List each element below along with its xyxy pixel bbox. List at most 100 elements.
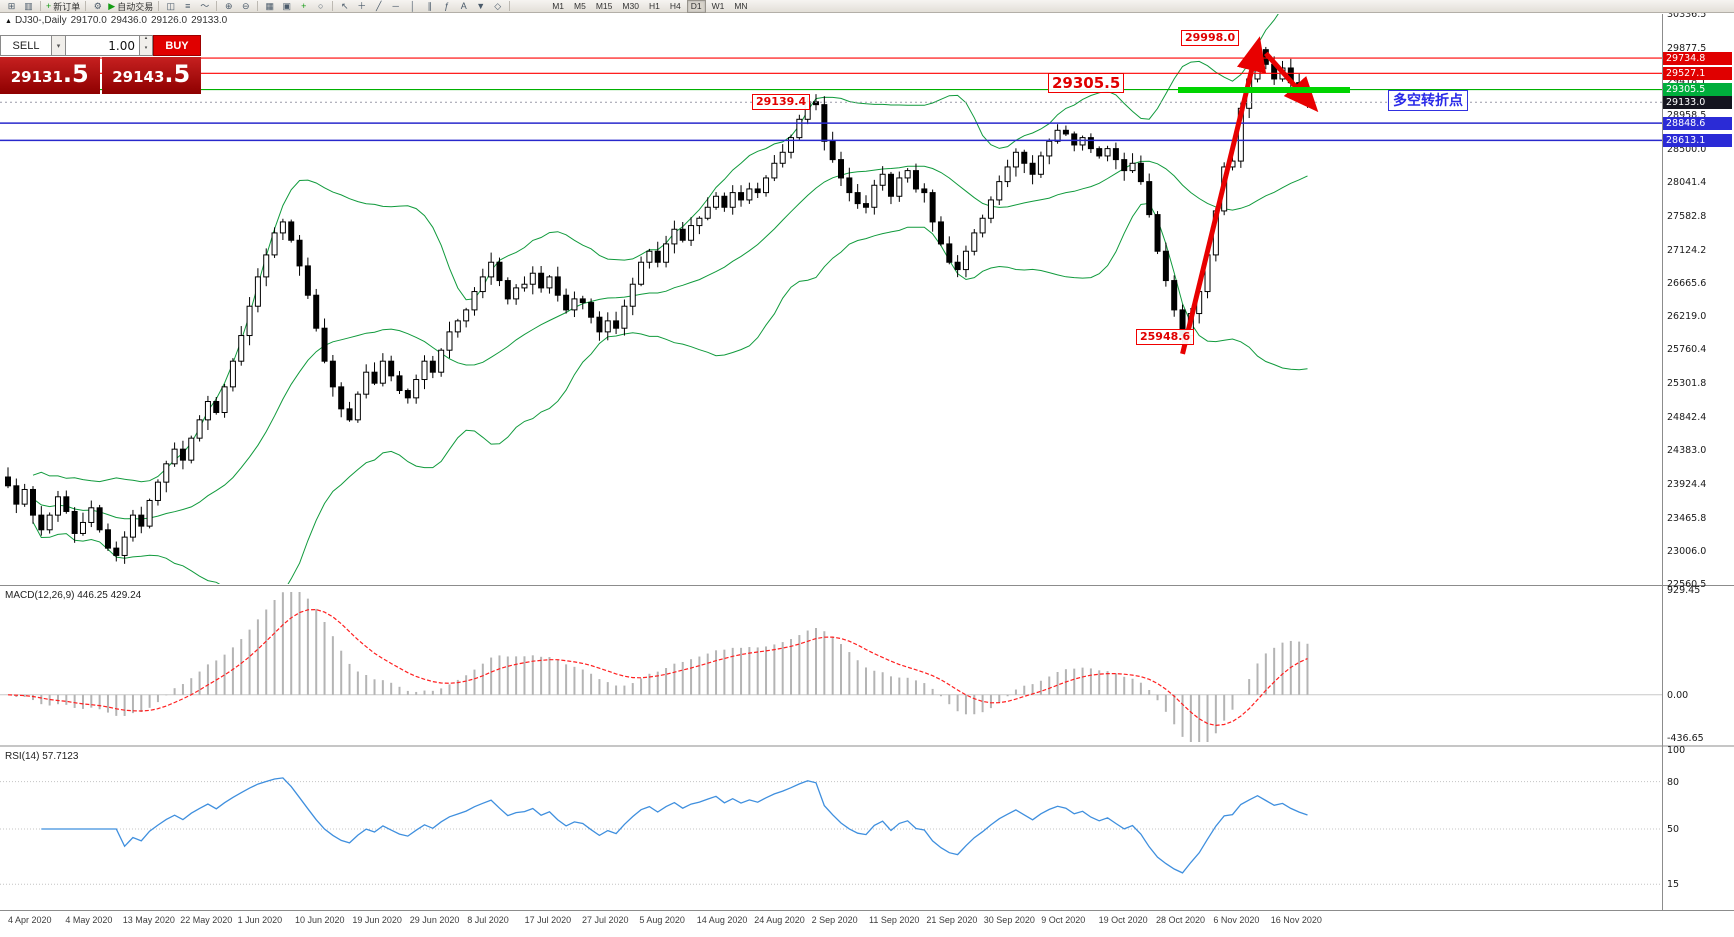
timeframe-W1[interactable]: W1: [711, 0, 725, 11]
bar-chart-icon[interactable]: ≡: [179, 0, 196, 12]
support-zone-line[interactable]: [1178, 87, 1350, 93]
annotation-turning-point-text[interactable]: 多空转折点: [1388, 90, 1468, 111]
buy-mode-button[interactable]: BUY: [153, 35, 201, 56]
arrow-object-icon[interactable]: ▼: [472, 0, 489, 12]
date-axis-label: 30 Sep 2020: [983, 915, 1035, 925]
price-axis-label: 29418.1: [1667, 76, 1707, 88]
chart-profiles-icon[interactable]: ▥: [20, 0, 37, 12]
top-toolbar: ⊞ ▥ + 新订单 ⚙ ▶ 自动交易 ◫ ≡ ～ ⊕ ⊖ ▦ ▣ + ○ ↖ ＋ ╱ ─ │ ∥ ƒ A ▼ ◇ M1 M5 M15 M…: [0, 0, 1734, 13]
bar-chart-icon-glyph: ≡: [185, 1, 191, 11]
candlestick-chart-icon[interactable]: ◫: [162, 0, 179, 12]
new-chart-icon[interactable]: ⊞: [3, 0, 20, 12]
rsi-pane: [0, 777, 1662, 885]
channel-icon-glyph: ∥: [427, 1, 432, 11]
toolbar-separator: [509, 1, 511, 11]
toolbar-separator: [40, 1, 41, 11]
ohlc-close: 29133.0: [191, 15, 228, 26]
zoom-out-icon[interactable]: ⊖: [237, 0, 254, 12]
text-icon-glyph: A: [460, 1, 467, 11]
lot-size-input[interactable]: 1.00: [66, 35, 140, 56]
toolbar-separator: [216, 1, 218, 11]
timeframe-M5[interactable]: M5: [574, 0, 586, 11]
shapes-icon[interactable]: ◇: [489, 0, 506, 12]
price-axis-label: 30336.5: [1667, 9, 1707, 20]
text-icon[interactable]: A: [455, 0, 472, 12]
price-axis-label: 25760.4: [1667, 344, 1707, 356]
date-axis-label: 4 May 2020: [65, 915, 113, 925]
tile-windows-icon[interactable]: ▦: [261, 0, 278, 12]
candlestick-chart-icon-glyph: ◫: [166, 1, 175, 11]
period-icon-glyph: ○: [318, 1, 324, 11]
date-axis-label: 4 Apr 2020: [8, 915, 52, 925]
indicators-icon[interactable]: +: [295, 0, 312, 12]
sell-price-button[interactable]: 29131.5: [0, 57, 100, 94]
lot-decrease-icon[interactable]: ▾: [144, 44, 148, 51]
annotation-peak-price[interactable]: 29998.0: [1181, 30, 1240, 46]
toolbar-separator: [158, 1, 160, 11]
trend-arrow-up[interactable]: [1180, 36, 1267, 355]
price-axis-label: 22560.5: [1667, 579, 1707, 590]
timeframe-H4[interactable]: H4: [669, 0, 681, 11]
sell-mode-button[interactable]: SELL: [0, 35, 52, 56]
zoom-in-icon[interactable]: ⊕: [220, 0, 237, 12]
symbol-name: DJ30-,Daily: [14, 15, 67, 26]
price-axis-label: 23465.8: [1667, 512, 1707, 524]
lot-increase-icon[interactable]: ▴: [144, 35, 148, 41]
toolbar-icon-group: ⊞ ▥ + 新订单 ⚙ ▶ 自动交易 ◫ ≡ ～ ⊕ ⊖ ▦ ▣ + ○ ↖ ＋ ╱ ─ │ ∥ ƒ A ▼ ◇: [3, 0, 513, 12]
sell-price-value: 29131: [10, 68, 63, 86]
date-axis-label: 19 Oct 2020: [1098, 915, 1148, 925]
timeframe-H1[interactable]: H1: [648, 0, 660, 11]
chart-ohlc-header: ▲ DJ30-,Daily 29170.0 29436.0 29126.0 29133.0: [5, 15, 231, 26]
expert-advisors-icon[interactable]: ⚙: [89, 0, 106, 12]
annotation-previous-peak-price[interactable]: 29139.4: [752, 94, 811, 110]
date-axis-label: 8 Jul 2020: [467, 915, 509, 925]
date-axis-label: 22 May 2020: [180, 915, 233, 925]
timeframe-D1[interactable]: D1: [686, 0, 706, 13]
annotation-support-price[interactable]: 29305.5: [1048, 73, 1125, 93]
timeframe-M1[interactable]: M1: [552, 0, 565, 11]
trendline-icon[interactable]: ╱: [370, 0, 387, 12]
date-axis-label: 24 Aug 2020: [754, 915, 805, 925]
zoom-in-icon-glyph: ⊕: [224, 1, 233, 11]
candlestick-series: [5, 40, 1311, 564]
period-icon[interactable]: ○: [312, 0, 329, 12]
price-tag-28613.1: 28613.1: [1663, 133, 1732, 147]
lot-size-stepper[interactable]: ▴ ▾: [140, 35, 153, 56]
toolbar-separator: [85, 1, 87, 11]
object-marker-icon: ▲: [5, 18, 12, 25]
macd-axis-label: 929.45: [1667, 585, 1701, 596]
timeframe-MN[interactable]: MN: [734, 0, 748, 11]
timeframe-M15[interactable]: M15: [595, 0, 613, 11]
trend-arrow-down[interactable]: [1263, 51, 1319, 113]
timeframe-M30[interactable]: M30: [622, 0, 639, 11]
rsi-axis-label: 50: [1667, 824, 1680, 835]
new-chart-icon-glyph: ⊞: [7, 1, 16, 11]
cursor-icon[interactable]: ↖: [336, 0, 353, 12]
vertical-line-icon[interactable]: │: [404, 0, 421, 12]
arrange-windows-icon[interactable]: ▣: [278, 0, 295, 12]
rsi-axis-label: 15: [1667, 879, 1680, 891]
annotation-swing-low-price[interactable]: 25948.6: [1136, 329, 1195, 345]
timeframe-group: M1 M5 M15 M30 H1 H4 D1 W1 MN: [547, 0, 752, 13]
ohlc-low: 29126.0: [150, 15, 188, 26]
arrow-object-icon-glyph: ▼: [476, 1, 486, 11]
buy-price-value: 29143: [112, 68, 165, 86]
crosshair-icon[interactable]: ＋: [353, 0, 370, 12]
macd-axis-label: 0.00: [1667, 689, 1689, 701]
rsi-line: [41, 777, 1308, 874]
macd-pane: [0, 592, 1662, 742]
horizontal-line-icon[interactable]: ─: [387, 0, 404, 12]
auto-trading-button[interactable]: ▶ 自动交易: [106, 0, 155, 12]
ohlc-open: 29170.0: [70, 15, 107, 26]
buy-price-button[interactable]: 29143.5: [101, 57, 201, 94]
macd-indicator-label: MACD(12,26,9) 446.25 429.24: [5, 590, 142, 601]
fibonacci-icon[interactable]: ƒ: [438, 0, 455, 12]
channel-icon[interactable]: ∥: [421, 0, 438, 12]
date-axis-label: 21 Sep 2020: [926, 915, 978, 925]
new-order-button[interactable]: + 新订单: [44, 0, 82, 12]
ohlc-high: 29436.0: [110, 15, 147, 26]
order-type-dropdown[interactable]: ▾: [52, 35, 66, 56]
macd-signal-line: [7, 608, 1308, 727]
line-chart-icon[interactable]: ～: [196, 0, 213, 12]
